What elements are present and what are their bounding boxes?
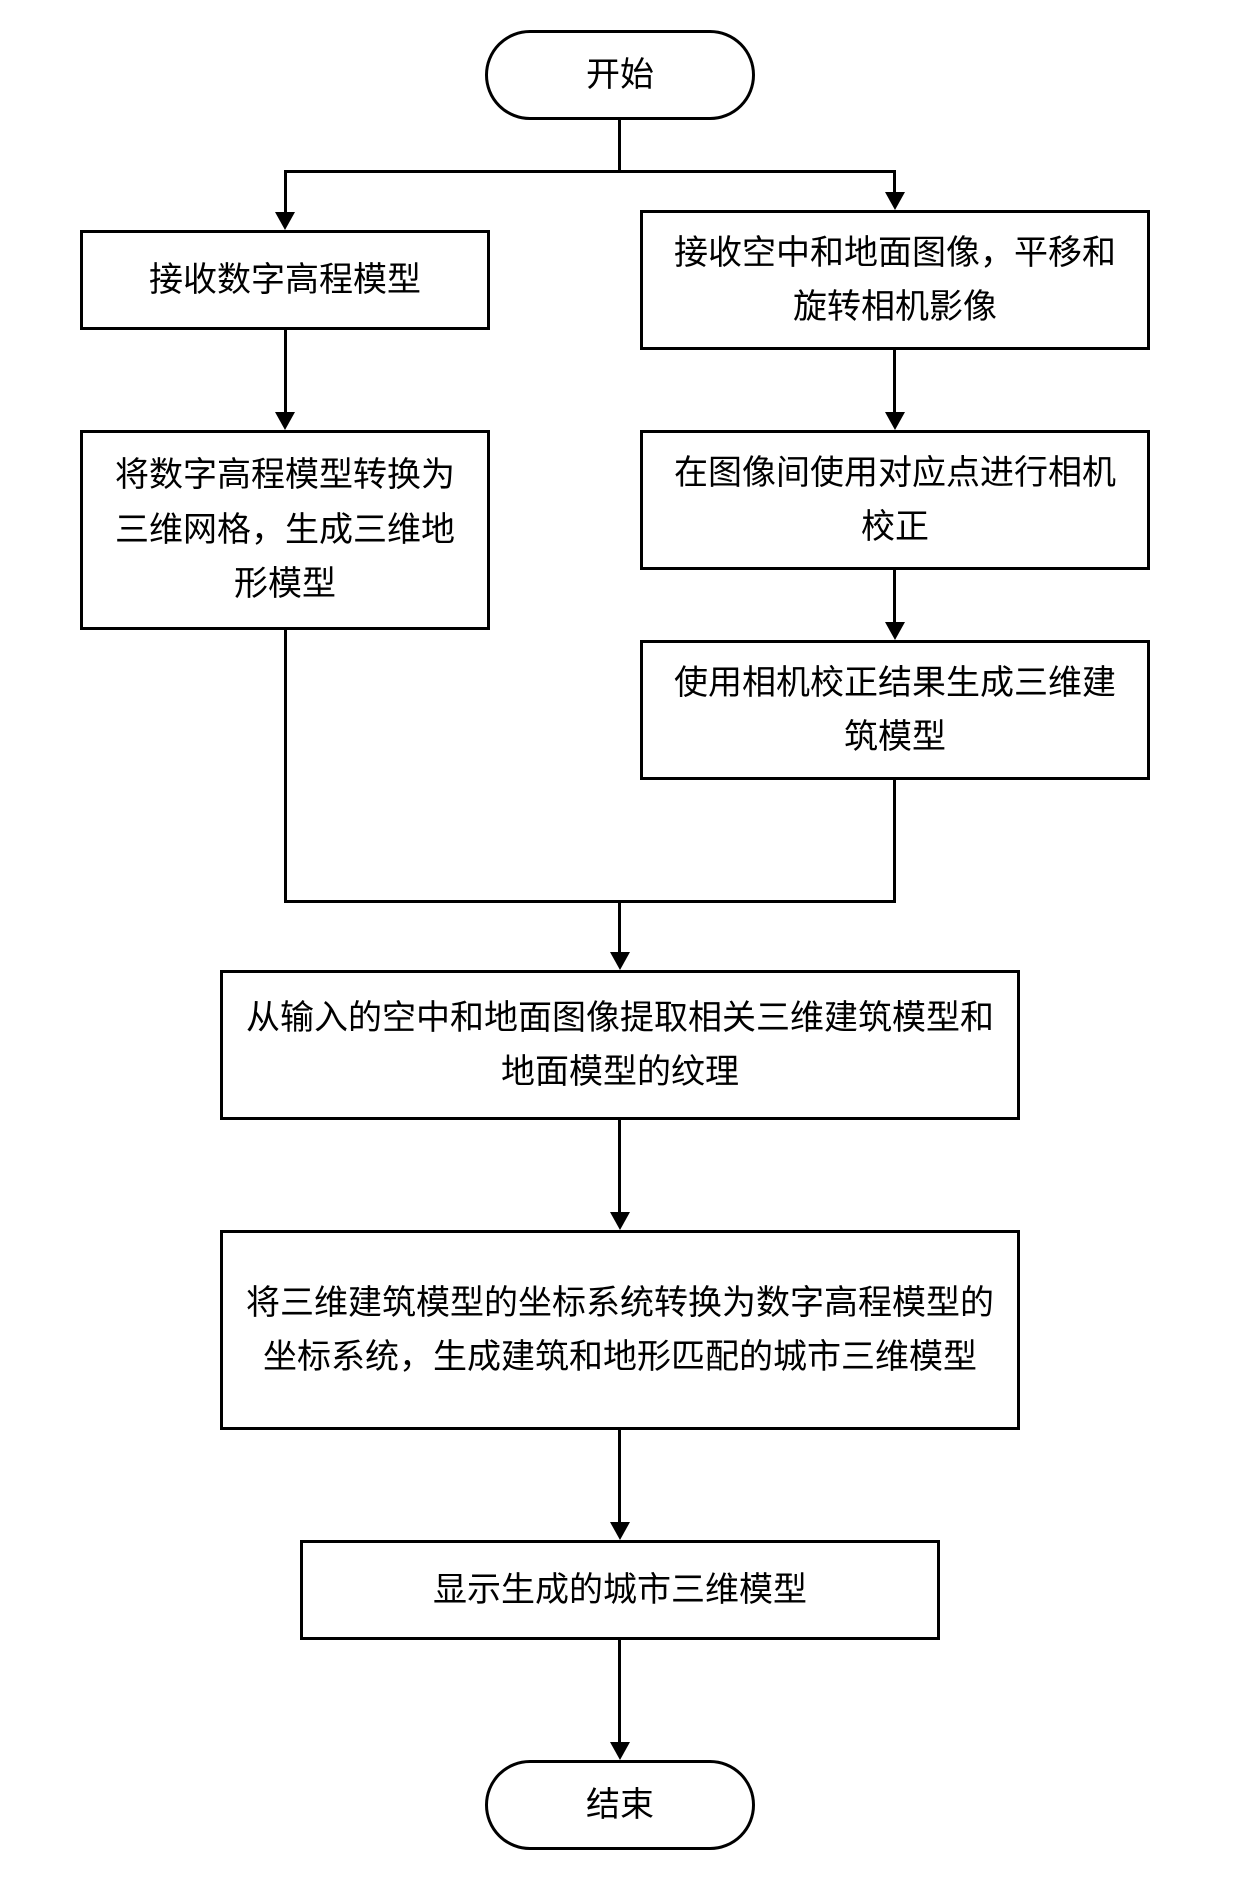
left2-node: 将数字高程模型转换为三维网格，生成三维地形模型 [80, 430, 490, 630]
merge1-node: 从输入的空中和地面图像提取相关三维建筑模型和地面模型的纹理 [220, 970, 1020, 1120]
left2-label: 将数字高程模型转换为三维网格，生成三维地形模型 [103, 448, 467, 611]
edge-merge1-merge2 [618, 1120, 621, 1212]
edge-merge-horizontal [284, 900, 896, 903]
arrow-left-branch [275, 212, 295, 230]
right2-label: 在图像间使用对应点进行相机校正 [663, 446, 1127, 555]
merge1-label: 从输入的空中和地面图像提取相关三维建筑模型和地面模型的纹理 [243, 991, 997, 1100]
edge-left-branch-down [284, 170, 287, 212]
arrow-merge-center [610, 952, 630, 970]
start-label: 开始 [586, 48, 654, 102]
end-node: 结束 [485, 1760, 755, 1850]
end-label: 结束 [586, 1778, 654, 1832]
merge3-label: 显示生成的城市三维模型 [433, 1563, 807, 1617]
right3-label: 使用相机校正结果生成三维建筑模型 [663, 656, 1127, 765]
right3-node: 使用相机校正结果生成三维建筑模型 [640, 640, 1150, 780]
edge-start-down [618, 120, 621, 170]
edge-left2-merge-v [284, 630, 287, 900]
left1-node: 接收数字高程模型 [80, 230, 490, 330]
right1-node: 接收空中和地面图像，平移和旋转相机影像 [640, 210, 1150, 350]
arrow-right2-right3 [885, 622, 905, 640]
merge2-label: 将三维建筑模型的坐标系统转换为数字高程模型的坐标系统，生成建筑和地形匹配的城市三… [243, 1276, 997, 1385]
start-node: 开始 [485, 30, 755, 120]
flowchart-container: 开始 接收数字高程模型 将数字高程模型转换为三维网格，生成三维地形模型 接收空中… [0, 0, 1240, 1903]
edge-split-horizontal [284, 170, 896, 173]
edge-right1-right2 [893, 350, 896, 412]
edge-right2-right3 [893, 570, 896, 622]
right2-node: 在图像间使用对应点进行相机校正 [640, 430, 1150, 570]
arrow-right1-right2 [885, 412, 905, 430]
edge-merge3-end [618, 1640, 621, 1742]
merge2-node: 将三维建筑模型的坐标系统转换为数字高程模型的坐标系统，生成建筑和地形匹配的城市三… [220, 1230, 1020, 1430]
edge-left1-left2 [284, 330, 287, 412]
edge-right3-merge-v [893, 780, 896, 900]
arrow-merge2-merge3 [610, 1522, 630, 1540]
merge3-node: 显示生成的城市三维模型 [300, 1540, 940, 1640]
left1-label: 接收数字高程模型 [149, 253, 421, 307]
arrow-left1-left2 [275, 412, 295, 430]
arrow-right-branch [885, 192, 905, 210]
edge-merge2-merge3 [618, 1430, 621, 1522]
arrow-merge3-end [610, 1742, 630, 1760]
arrow-merge1-merge2 [610, 1212, 630, 1230]
right1-label: 接收空中和地面图像，平移和旋转相机影像 [663, 226, 1127, 335]
edge-merge-center-down [618, 900, 621, 952]
edge-right-branch-down [893, 170, 896, 192]
